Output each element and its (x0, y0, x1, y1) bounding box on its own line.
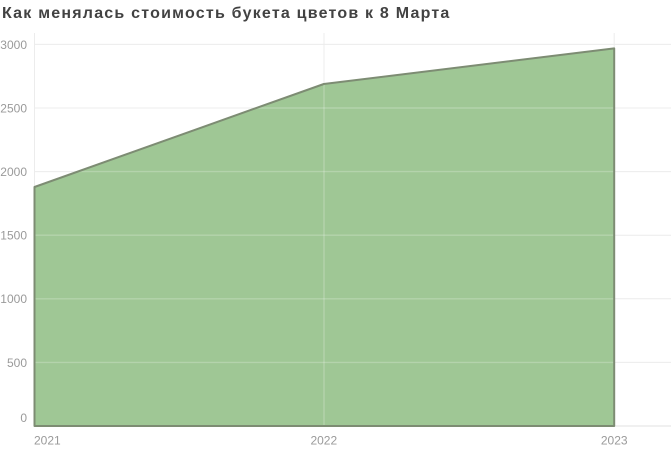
svg-text:500: 500 (7, 356, 27, 370)
svg-text:2022: 2022 (310, 434, 337, 448)
svg-text:0: 0 (20, 411, 27, 425)
svg-text:2023: 2023 (601, 434, 628, 448)
svg-text:1000: 1000 (0, 292, 27, 306)
svg-text:Как менялась стоимость букета: Как менялась стоимость букета цветов к 8… (2, 5, 451, 22)
svg-text:3000: 3000 (0, 38, 27, 52)
svg-text:1500: 1500 (0, 229, 27, 243)
svg-text:2000: 2000 (0, 165, 27, 179)
svg-text:2021: 2021 (34, 434, 61, 448)
svg-text:2500: 2500 (0, 101, 27, 115)
